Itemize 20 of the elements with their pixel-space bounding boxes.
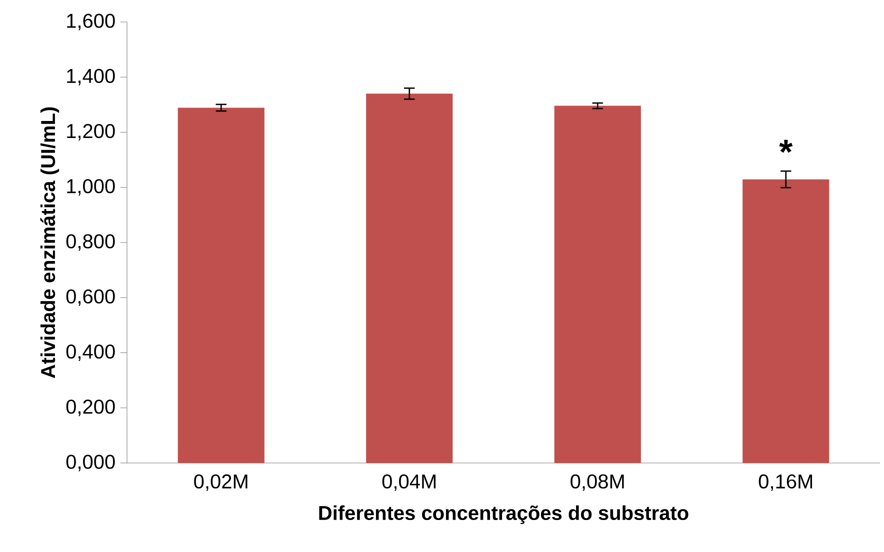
y-tick-label: 0,200 <box>66 400 115 416</box>
y-tick-label: 0,800 <box>66 234 115 251</box>
x-tick-label: 0,16M <box>758 474 812 491</box>
y-tick-label: 1,000 <box>67 179 115 196</box>
y-tick-label: 0,000 <box>66 454 115 472</box>
y-tick-label: 1,600 <box>67 14 115 30</box>
x-tick-label: 0,02M <box>194 474 248 491</box>
y-tick-label: 1,200 <box>67 124 115 140</box>
y-tick-label: 1,400 <box>67 68 115 86</box>
y-tick-label: 0,600 <box>66 289 115 306</box>
bar <box>178 108 264 463</box>
x-tick-label: 0,04M <box>382 474 436 491</box>
annotation: * <box>779 140 793 153</box>
bar <box>742 179 830 463</box>
bar <box>554 106 641 463</box>
x-axis-title: Diferentes concentrações do substrato <box>319 505 688 524</box>
y-axis-title: Atividade enzimática (UI/mL) <box>40 107 60 378</box>
x-tick-label: 0,08M <box>570 474 624 491</box>
bar <box>366 94 453 463</box>
y-tick-label: 0,400 <box>66 344 115 361</box>
